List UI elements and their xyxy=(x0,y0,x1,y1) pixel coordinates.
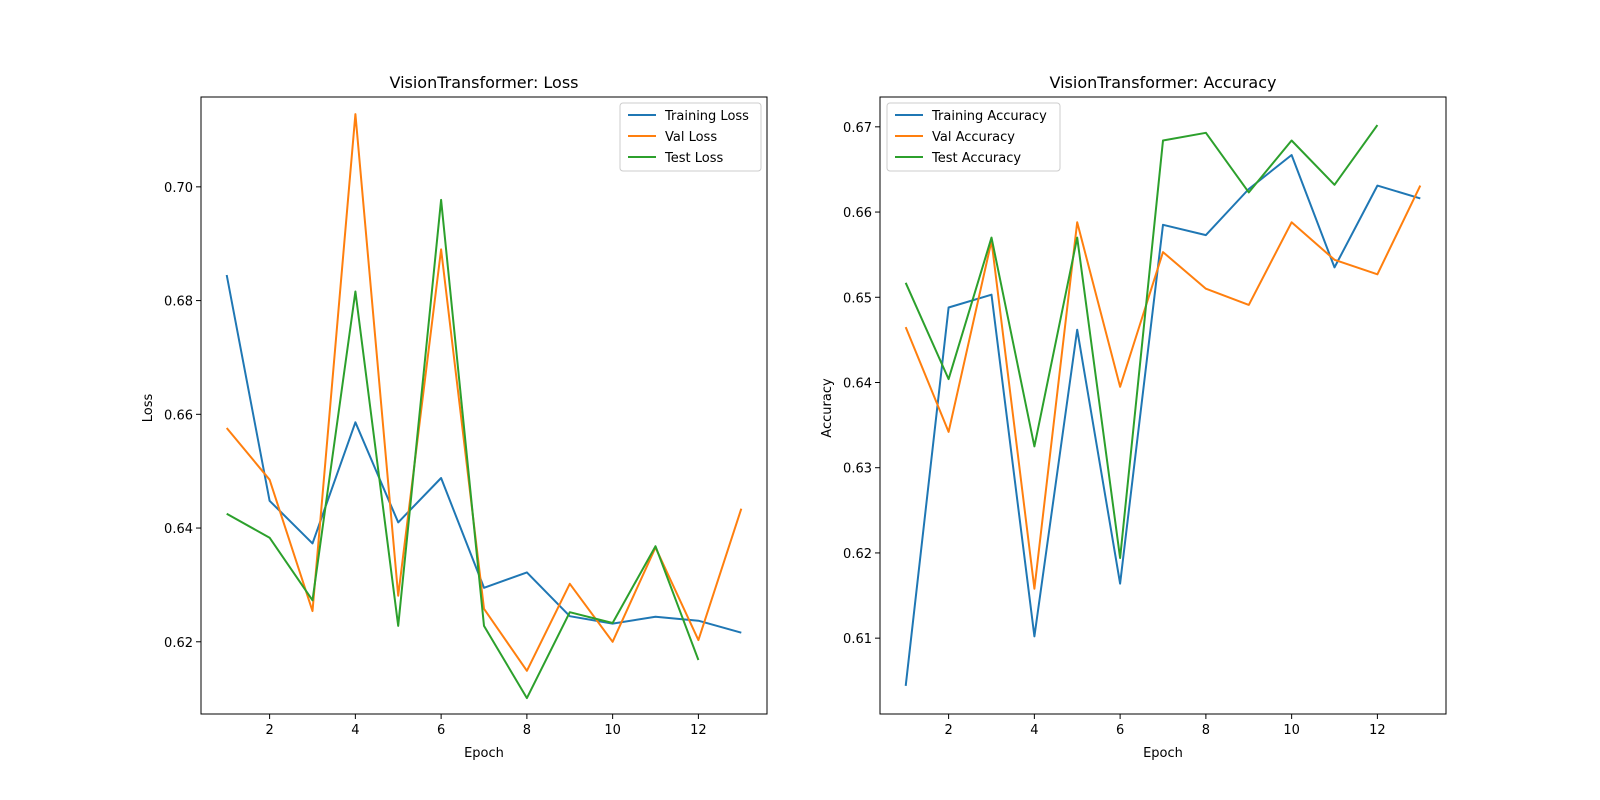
accuracy-legend-box xyxy=(886,102,1061,172)
accuracy-x-tick-label: 8 xyxy=(1202,723,1210,738)
accuracy-legend-label-test: Test Accuracy xyxy=(931,151,1021,166)
accuracy-x-tick-label: 12 xyxy=(1369,723,1386,738)
loss-x-tick-label: 2 xyxy=(265,723,273,738)
loss-ticks: 2 4 6 8 10 12 0.62 0.64 0.66 0.68 0.70 xyxy=(164,181,707,738)
accuracy-plot-frame xyxy=(879,96,1447,715)
loss-series-training xyxy=(225,274,742,634)
loss-panel: VisionTransformer: Loss Epoch Loss 2 4 6 8 1… xyxy=(141,73,768,761)
accuracy-y-tick-label: 0.67 xyxy=(843,121,872,136)
accuracy-ticks: 2 4 6 8 10 12 0.61 0.62 0.63 0.64 0.65 0.66 0.67 xyxy=(843,121,1386,738)
accuracy-x-axis-label: Epoch xyxy=(1143,746,1183,761)
accuracy-y-tick-label: 0.64 xyxy=(843,376,872,391)
accuracy-series-test xyxy=(904,124,1379,559)
accuracy-y-tick-label: 0.61 xyxy=(843,632,872,647)
loss-y-axis-label: Loss xyxy=(141,394,156,423)
loss-chart-title: VisionTransformer: Loss xyxy=(389,73,578,92)
accuracy-panel: VisionTransformer: Accuracy Epoch Accura… xyxy=(820,73,1447,761)
accuracy-x-tick-label: 10 xyxy=(1283,723,1300,738)
loss-legend-label-training: Training Loss xyxy=(664,109,749,124)
accuracy-y-tick-label: 0.62 xyxy=(843,547,872,562)
loss-x-tick-label: 4 xyxy=(351,723,359,738)
loss-x-tick-label: 10 xyxy=(604,723,621,738)
accuracy-series-training xyxy=(904,154,1421,687)
accuracy-legend-label-val: Val Accuracy xyxy=(932,130,1015,145)
loss-x-tick-label: 6 xyxy=(437,723,445,738)
loss-legend-label-test: Test Loss xyxy=(664,151,723,166)
loss-y-tick-label: 0.68 xyxy=(164,295,193,310)
accuracy-y-axis-label: Accuracy xyxy=(820,378,835,438)
loss-x-tick-label: 8 xyxy=(523,723,531,738)
accuracy-lines xyxy=(904,124,1422,687)
loss-plot-frame xyxy=(200,96,768,715)
accuracy-x-tick-label: 2 xyxy=(944,723,952,738)
loss-x-tick-label: 12 xyxy=(690,723,707,738)
loss-lines xyxy=(225,113,743,700)
loss-legend: Training Loss Val Loss Test Loss xyxy=(619,102,762,172)
loss-y-tick-label: 0.66 xyxy=(164,408,193,423)
accuracy-y-tick-label: 0.66 xyxy=(843,206,872,221)
accuracy-x-tick-label: 6 xyxy=(1116,723,1124,738)
loss-legend-box xyxy=(619,102,762,172)
loss-y-tick-label: 0.64 xyxy=(164,522,193,537)
loss-y-tick-label: 0.70 xyxy=(164,181,193,196)
accuracy-y-tick-label: 0.63 xyxy=(843,462,872,477)
loss-y-tick-label: 0.62 xyxy=(164,636,193,651)
accuracy-x-tick-label: 4 xyxy=(1030,723,1038,738)
accuracy-chart-title: VisionTransformer: Accuracy xyxy=(1050,73,1277,92)
loss-legend-label-val: Val Loss xyxy=(665,130,717,145)
accuracy-legend: Training Accuracy Val Accuracy Test Accu… xyxy=(886,102,1061,172)
accuracy-legend-label-training: Training Accuracy xyxy=(931,109,1047,124)
loss-series-test xyxy=(226,198,700,700)
accuracy-y-tick-label: 0.65 xyxy=(843,291,872,306)
loss-x-axis-label: Epoch xyxy=(464,746,504,761)
